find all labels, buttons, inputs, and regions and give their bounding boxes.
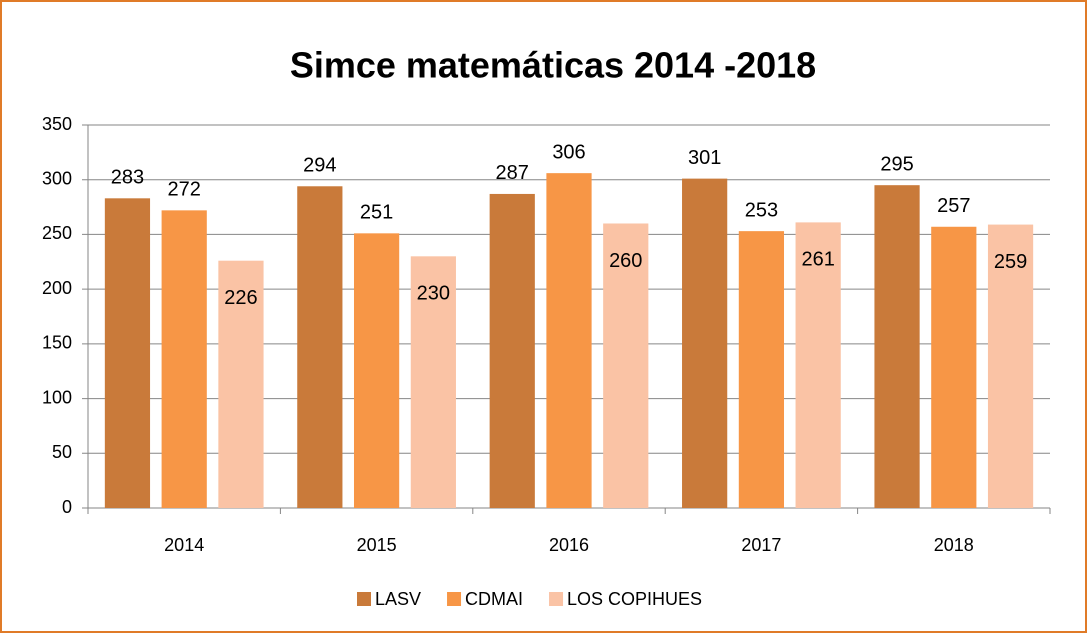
bar bbox=[218, 260, 264, 508]
chart-title: Simce matemáticas 2014 -2018 bbox=[290, 45, 816, 86]
x-tick-label: 2017 bbox=[741, 535, 781, 555]
bar bbox=[682, 178, 728, 508]
data-label: 226 bbox=[224, 287, 257, 309]
y-tick-label: 0 bbox=[62, 497, 72, 517]
legend-label: CDMAI bbox=[465, 589, 523, 609]
data-label: 295 bbox=[880, 153, 913, 175]
data-label: 260 bbox=[609, 250, 642, 272]
legend-label: LASV bbox=[375, 589, 421, 609]
y-tick-label: 250 bbox=[42, 223, 72, 243]
y-tick-label: 150 bbox=[42, 333, 72, 353]
data-label: 230 bbox=[417, 283, 450, 305]
data-label: 257 bbox=[937, 195, 970, 217]
legend-swatch bbox=[357, 592, 371, 606]
data-label: 253 bbox=[745, 199, 778, 221]
y-tick-label: 200 bbox=[42, 278, 72, 298]
x-tick-label: 2018 bbox=[934, 535, 974, 555]
y-tick-label: 50 bbox=[52, 442, 72, 462]
bar bbox=[297, 186, 343, 508]
bar bbox=[546, 173, 592, 509]
x-tick-label: 2016 bbox=[549, 535, 589, 555]
bar bbox=[603, 223, 649, 508]
data-label: 283 bbox=[111, 167, 144, 189]
legend-label: LOS COPIHUES bbox=[567, 589, 702, 609]
legend-swatch bbox=[549, 592, 564, 606]
bar bbox=[104, 198, 151, 508]
x-tick-label: 2014 bbox=[164, 535, 204, 555]
data-label: 294 bbox=[303, 155, 336, 177]
data-label: 301 bbox=[688, 147, 721, 169]
bar bbox=[161, 210, 207, 508]
bar bbox=[353, 233, 400, 508]
y-tick-label: 300 bbox=[42, 168, 72, 188]
bar bbox=[410, 256, 456, 508]
bar bbox=[987, 224, 1034, 508]
y-tick-label: 350 bbox=[42, 114, 72, 134]
bar bbox=[489, 193, 535, 508]
legend-swatch bbox=[447, 592, 462, 606]
data-label: 287 bbox=[496, 162, 529, 184]
bar bbox=[795, 222, 841, 509]
data-label: 259 bbox=[994, 251, 1027, 273]
bar bbox=[738, 231, 785, 508]
bar bbox=[874, 185, 920, 508]
data-label: 272 bbox=[168, 179, 201, 201]
x-tick-label: 2015 bbox=[357, 535, 397, 555]
bar bbox=[931, 226, 977, 509]
data-label: 306 bbox=[552, 141, 585, 163]
data-label: 261 bbox=[801, 249, 834, 271]
y-tick-label: 100 bbox=[42, 387, 72, 407]
data-label: 251 bbox=[360, 202, 393, 224]
